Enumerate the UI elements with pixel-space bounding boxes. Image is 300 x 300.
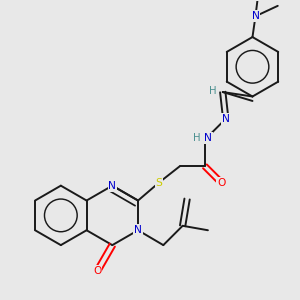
Text: O: O xyxy=(93,266,102,276)
Text: N: N xyxy=(204,133,212,143)
Text: N: N xyxy=(108,181,116,191)
Text: N: N xyxy=(134,225,142,235)
Text: O: O xyxy=(217,178,226,188)
Text: S: S xyxy=(155,178,162,188)
Text: N: N xyxy=(222,114,230,124)
Text: H: H xyxy=(208,86,216,96)
Text: N: N xyxy=(251,11,260,21)
Text: H: H xyxy=(193,133,200,143)
